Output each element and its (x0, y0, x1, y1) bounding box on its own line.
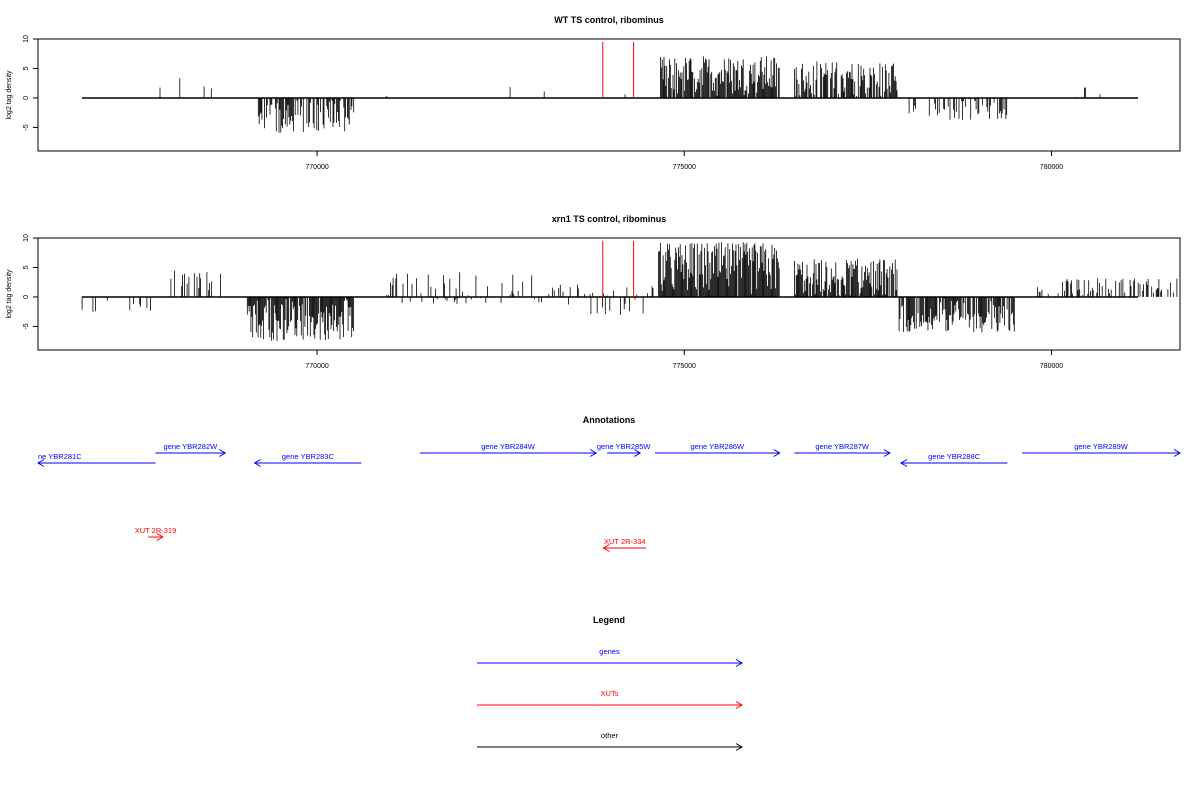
x-axis-xrn1: 770000 775000 780000 (305, 350, 1063, 370)
xut-label: XUT 2R-334 (604, 537, 646, 546)
legend-items: genes XUTs other (477, 647, 743, 751)
legend-item-label: other (601, 731, 619, 740)
y-tick-label: 10 (23, 35, 30, 43)
legend-item: XUTs (477, 689, 743, 709)
y-axis-xrn1: 10 5 0 -5 (23, 234, 38, 330)
gene-label: gene YBR284W (481, 442, 536, 451)
gene-feature: gene YBR289W (1022, 442, 1181, 457)
legend-item-label: genes (599, 647, 620, 656)
feature-arrowhead (899, 459, 908, 467)
gene-label: gene YBR285W (597, 442, 652, 451)
legend-item: genes (477, 647, 743, 667)
y-tick-label: 0 (23, 295, 30, 299)
gene-label: gene YBR282W (164, 442, 219, 451)
gene-feature: gene YBR286W (654, 442, 781, 457)
gene-label: ne YBR281C (38, 452, 82, 461)
x-axis-wt: 770000 775000 780000 (305, 151, 1063, 171)
x-tick-label: 775000 (673, 363, 696, 370)
x-tick-label: 770000 (305, 164, 328, 171)
gene-feature: ne YBR281C (37, 452, 156, 467)
signal-bars-xrn1 (81, 242, 1178, 341)
gene-feature: gene YBR288C (899, 452, 1008, 467)
xut-features: XUT 2R-319 XUT 2R-334 (135, 526, 647, 552)
track-panel-xrn1: xrn1 TS control, ribominus 770000 775000 7… (6, 214, 1181, 370)
track-title-wt: WT TS control, ribominus (554, 15, 664, 25)
feature-arrowhead (735, 701, 743, 709)
y-axis-label-wt: log2 tag density (6, 70, 13, 120)
signal-bars-wt (159, 56, 1101, 133)
gene-label: gene YBR283C (282, 452, 335, 461)
xut-feature: XUT 2R-334 (602, 537, 647, 552)
feature-arrowhead (883, 449, 891, 457)
feature-arrowhead (253, 459, 261, 467)
y-axis-wt: 10 5 0 -5 (23, 35, 38, 131)
x-tick-label: 770000 (305, 363, 328, 370)
xut-feature: XUT 2R-319 (135, 526, 177, 541)
feature-arrowhead (602, 544, 610, 552)
annotations-title: Annotations (583, 415, 636, 425)
legend: Legend genes XUTs other (477, 615, 743, 751)
y-tick-label: -5 (23, 323, 30, 329)
gene-feature: gene YBR284W (419, 442, 598, 457)
y-tick-label: 0 (23, 96, 30, 100)
feature-arrowhead (633, 449, 642, 457)
feature-arrowhead (773, 449, 781, 457)
gene-feature: gene YBR282W (155, 442, 227, 457)
marker-lines-wt (602, 41, 635, 98)
x-tick-label: 780000 (1040, 363, 1063, 370)
marker-lines-xrn1 (602, 240, 635, 297)
plot-frame-xrn1 (37, 237, 1181, 351)
feature-arrowhead (1173, 449, 1181, 457)
x-tick-label: 780000 (1040, 164, 1063, 171)
plot-frame-wt (37, 38, 1181, 152)
y-tick-label: 5 (23, 265, 30, 269)
legend-item: other (477, 731, 743, 751)
annotations-panel: Annotations ne YBR281C gene YBR282W gene Y… (37, 415, 1181, 552)
legend-title: Legend (593, 615, 625, 625)
feature-arrowhead (37, 459, 45, 467)
legend-item-label: XUTs (601, 689, 619, 698)
feature-arrowhead (735, 659, 743, 667)
feature-arrowhead (156, 533, 164, 541)
feature-arrowhead (735, 743, 743, 751)
track-title-xrn1: xrn1 TS control, ribominus (552, 214, 667, 224)
x-tick-label: 775000 (673, 164, 696, 171)
gene-label: gene YBR289W (1074, 442, 1129, 451)
gene-feature: gene YBR287W (794, 442, 891, 457)
xut-label: XUT 2R-319 (135, 526, 177, 535)
gene-features: ne YBR281C gene YBR282W gene YBR283C gene Y… (37, 442, 1181, 467)
gene-label: gene YBR286W (690, 442, 745, 451)
feature-arrowhead (589, 449, 598, 457)
y-tick-label: 5 (23, 66, 30, 70)
y-tick-label: -5 (23, 124, 30, 130)
gene-feature: gene YBR285W (597, 442, 652, 457)
track-panel-wt: WT TS control, ribominus 770000 775000 780… (6, 15, 1181, 171)
feature-arrowhead (219, 449, 227, 457)
gene-feature: gene YBR283C (253, 452, 362, 467)
y-axis-label-xrn1: log2 tag density (6, 269, 13, 319)
y-tick-label: 10 (23, 234, 30, 242)
gene-label: gene YBR288C (928, 452, 981, 461)
gene-label: gene YBR287W (815, 442, 870, 451)
